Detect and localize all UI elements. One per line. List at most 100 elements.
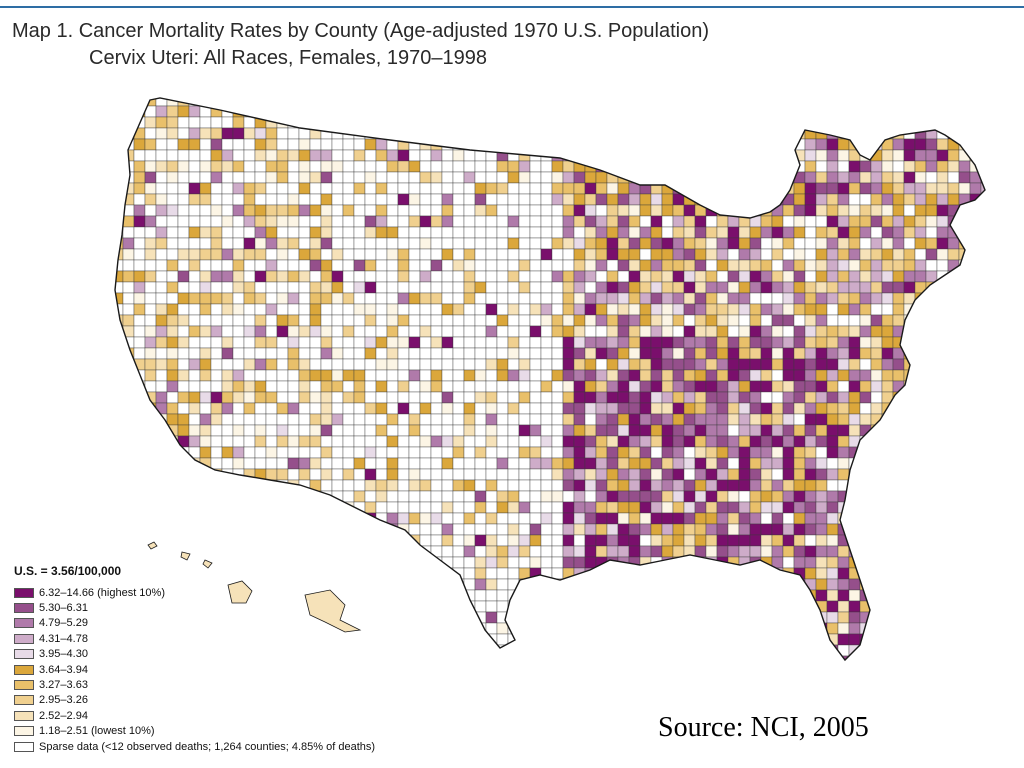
county-cell — [386, 105, 399, 118]
county-cell — [243, 523, 256, 536]
county-cell — [958, 589, 971, 602]
county-cell — [782, 193, 795, 206]
county-cell — [760, 523, 773, 536]
county-cell — [144, 226, 157, 239]
county-cell — [881, 600, 894, 613]
county-cell — [881, 655, 894, 660]
county-cell — [903, 479, 916, 492]
county-cell — [144, 446, 157, 459]
county-cell — [199, 160, 212, 173]
county-cell — [408, 556, 421, 569]
county-cell — [386, 226, 399, 239]
county-cell — [507, 380, 520, 393]
county-cell — [837, 578, 850, 591]
county-cell — [661, 380, 674, 393]
county-cell — [430, 182, 443, 195]
county-cell — [353, 127, 366, 140]
county-cell — [551, 424, 564, 437]
county-cell — [925, 336, 938, 349]
county-cell — [474, 138, 487, 151]
county-cell — [716, 446, 729, 459]
county-cell — [793, 490, 806, 503]
county-cell — [562, 490, 575, 503]
county-cell — [672, 479, 685, 492]
county-cell — [375, 468, 388, 481]
county-cell — [980, 259, 985, 272]
county-cell — [606, 501, 619, 514]
county-cell — [518, 303, 531, 316]
county-cell — [694, 567, 707, 580]
county-cell — [661, 523, 674, 536]
county-cell — [584, 149, 597, 162]
county-cell — [115, 270, 124, 283]
county-cell — [375, 523, 388, 536]
county-cell — [144, 435, 157, 448]
county-cell — [375, 347, 388, 360]
county-cell — [507, 193, 520, 206]
county-cell — [672, 413, 685, 426]
county-cell — [155, 127, 168, 140]
county-cell — [287, 413, 300, 426]
county-cell — [551, 435, 564, 448]
legend: U.S. = 3.56/100,000 6.32–14.66 (highest … — [14, 564, 375, 754]
county-cell — [782, 655, 795, 660]
county-cell — [122, 490, 135, 503]
county-cell — [210, 490, 223, 503]
county-cell — [573, 512, 586, 525]
county-cell — [584, 413, 597, 426]
county-cell — [727, 336, 740, 349]
county-cell — [221, 391, 234, 404]
county-cell — [661, 303, 674, 316]
county-cell — [881, 347, 894, 360]
county-cell — [210, 380, 223, 393]
county-cell — [562, 204, 575, 217]
county-cell — [804, 446, 817, 459]
county-cell — [518, 259, 531, 272]
county-cell — [782, 138, 795, 151]
county-cell — [353, 292, 366, 305]
county-cell — [969, 479, 982, 492]
county-cell — [551, 98, 564, 107]
county-cell — [683, 457, 696, 470]
county-cell — [441, 446, 454, 459]
county-cell — [892, 138, 905, 151]
county-cell — [804, 402, 817, 415]
county-cell — [232, 512, 245, 525]
county-cell — [115, 138, 124, 151]
county-cell — [892, 424, 905, 437]
county-cell — [903, 160, 916, 173]
county-cell — [551, 182, 564, 195]
county-cell — [947, 391, 960, 404]
county-cell — [881, 182, 894, 195]
county-cell — [430, 435, 443, 448]
county-cell — [221, 160, 234, 173]
county-cell — [595, 413, 608, 426]
county-cell — [155, 182, 168, 195]
county-cell — [936, 523, 949, 536]
county-cell — [485, 325, 498, 338]
county-cell — [837, 281, 850, 294]
county-cell — [760, 391, 773, 404]
county-cell — [364, 292, 377, 305]
county-cell — [793, 611, 806, 624]
county-cell — [496, 424, 509, 437]
county-cell — [672, 369, 685, 382]
county-cell — [485, 281, 498, 294]
county-cell — [617, 545, 630, 558]
county-cell — [980, 600, 985, 613]
county-cell — [936, 325, 949, 338]
county-cell — [485, 490, 498, 503]
county-cell — [804, 336, 817, 349]
county-cell — [650, 578, 663, 591]
county-cell — [386, 490, 399, 503]
county-cell — [595, 501, 608, 514]
county-cell — [430, 336, 443, 349]
county-cell — [397, 105, 410, 118]
us-rate-label: U.S. = 3.56/100,000 — [14, 564, 122, 578]
county-cell — [892, 435, 905, 448]
county-cell — [881, 611, 894, 624]
county-cell — [375, 281, 388, 294]
county-cell — [529, 127, 542, 140]
county-cell — [716, 578, 729, 591]
county-cell — [331, 468, 344, 481]
